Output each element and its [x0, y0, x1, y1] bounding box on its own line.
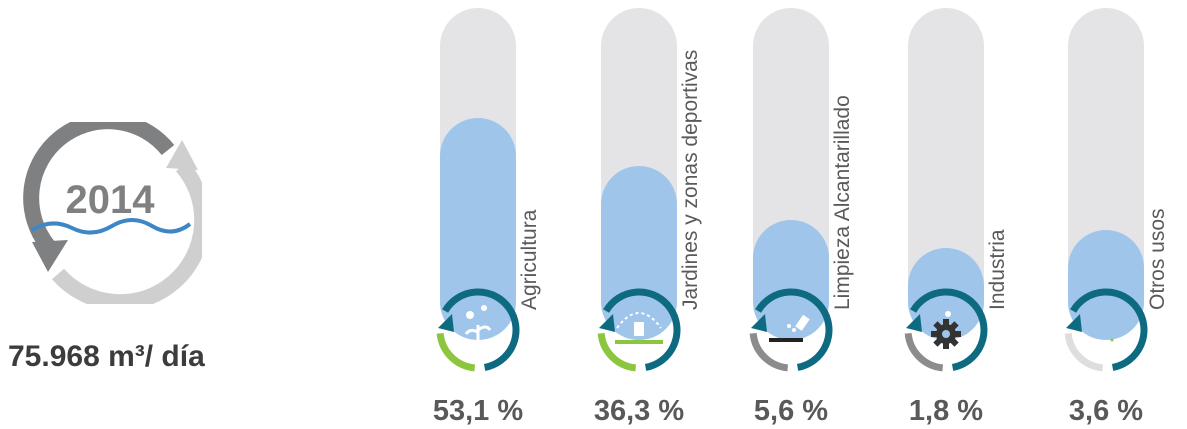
arrow-head	[751, 314, 767, 332]
value-label: 53,1 %	[433, 395, 523, 427]
cycle-arrow	[755, 288, 833, 371]
total-flow-value: 75.968 m³/ día	[8, 340, 205, 373]
cycle-arrow	[603, 288, 681, 371]
value-label: 5,6 %	[754, 395, 828, 427]
hose-nozzle-icon	[769, 314, 810, 342]
cycle-arrow	[910, 288, 988, 371]
cycle-arrow	[1070, 288, 1148, 371]
value-label: 1,8 %	[909, 395, 983, 427]
bar-group: Jardines y zonas deportivas 36,3 %	[594, 8, 702, 427]
small-drop-icon	[1110, 338, 1114, 342]
ring-arc	[597, 332, 637, 372]
ring-arc	[1064, 332, 1104, 372]
value-label: 3,6 %	[1069, 395, 1143, 427]
bar-fill	[440, 118, 516, 340]
category-label: Jardines y zonas deportivas	[679, 50, 702, 310]
bar-group: Agricultura 53,1 %	[433, 8, 541, 427]
sprinkler-icon	[615, 312, 663, 344]
category-label: Agricultura	[518, 209, 541, 310]
bar-fill	[1068, 230, 1144, 340]
year-label: 2014	[65, 178, 155, 222]
bar-group: Otros usos 3,6 %	[1064, 8, 1169, 427]
arrow-head	[438, 314, 454, 332]
ring-arc	[436, 332, 476, 372]
water-drops-plant-icon	[464, 305, 492, 345]
value-label: 36,3 %	[594, 395, 684, 427]
category-label: Limpieza Alcantarillado	[831, 95, 854, 310]
bar-group: Industria 1,8 %	[904, 8, 1009, 427]
category-label: Industria	[986, 229, 1009, 310]
ring-arc	[904, 332, 944, 372]
bar-fill	[753, 220, 829, 340]
bar-fill	[601, 166, 677, 340]
arrow-head	[1066, 314, 1082, 332]
bar-group: Limpieza Alcantarillado 5,6 %	[749, 8, 854, 427]
gear-drop-icon	[931, 311, 961, 349]
arrow-head	[906, 314, 922, 332]
ring-arc	[749, 332, 789, 372]
category-label: Otros usos	[1146, 208, 1169, 310]
arrow-head	[599, 314, 615, 332]
cycle-arrow	[442, 288, 520, 371]
recycle-arrows-icon	[20, 113, 211, 311]
